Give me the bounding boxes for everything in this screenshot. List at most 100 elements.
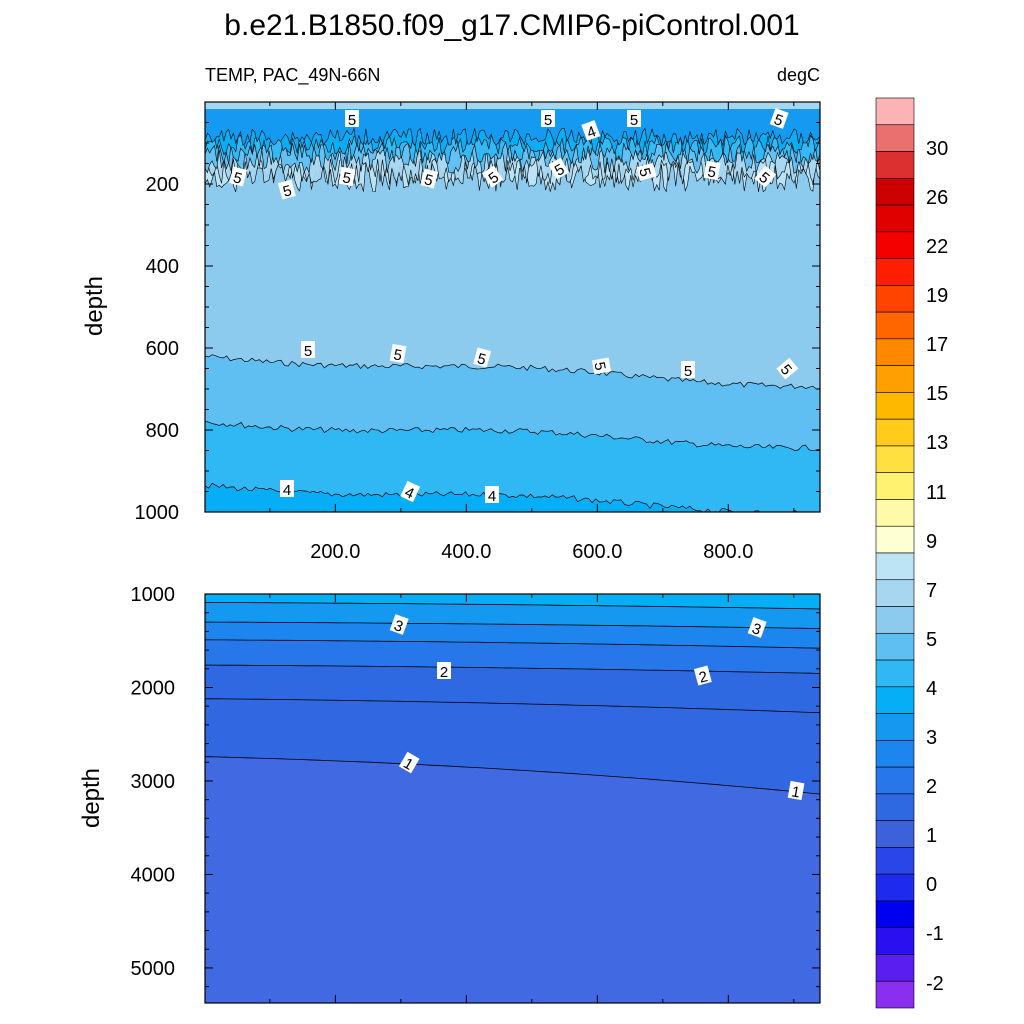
contour-label-text: 5: [304, 343, 312, 360]
contour-label-bg: [627, 110, 641, 127]
colorbar-label: 30: [926, 138, 948, 160]
contour-label: 4: [485, 486, 499, 505]
bottom-panel-plot-area: 3 3 2 2 1 1 1000 2000 3000 4000 5000: [131, 584, 821, 1004]
contour-label-text: 5: [544, 112, 552, 129]
contour-label-text: 5: [590, 361, 608, 372]
contour-label: 5: [420, 168, 439, 190]
contour-label-text: 5: [392, 346, 403, 364]
y-tick-label: 400: [146, 256, 179, 278]
y-tick-label: 1000: [135, 502, 180, 524]
colorbar-cell: [875, 124, 915, 152]
top-contour-fill: [205, 102, 820, 512]
top-panel-ylabel: depth: [81, 276, 108, 336]
contour-label: 5: [345, 110, 359, 129]
colorbar-cell: [875, 258, 915, 286]
contour-label: 4: [400, 480, 421, 503]
colorbar-label: 1: [926, 825, 937, 847]
contour-label-bg: [681, 361, 695, 378]
contour-label: 5: [769, 108, 789, 130]
contour-label-bg: [747, 617, 767, 638]
contour-label: 1: [787, 780, 805, 802]
x-tick-label: 400.0: [441, 541, 491, 563]
contour-label-bg: [482, 165, 504, 188]
contour-label: 5: [548, 157, 570, 180]
contour-label: 5: [277, 179, 296, 201]
colorbar-cell: [875, 552, 915, 581]
contour-label: 5: [389, 343, 407, 365]
colorbar-label: 15: [926, 383, 948, 405]
panel-left-label: TEMP, PAC_49N-66N: [205, 65, 380, 86]
contour-label-bg: [548, 157, 570, 180]
panel-units-label: degC: [777, 65, 820, 85]
colorbar-label: 19: [926, 285, 948, 307]
contour-label: 5: [776, 357, 799, 380]
contour-label-bg: [636, 162, 657, 181]
colorbar-cell: [875, 365, 915, 393]
colorbar-cell: [875, 766, 915, 795]
contour-label-bg: [389, 343, 407, 364]
colorbar-label: 3: [926, 727, 937, 749]
y-tick-label: 200: [146, 174, 179, 196]
contour-label-bg: [787, 780, 805, 801]
colorbar-cell: [875, 97, 915, 126]
band-fill: [205, 482, 820, 512]
contour-label-text: 4: [488, 488, 496, 505]
colorbar-cell: [875, 793, 915, 821]
contour-label: 5: [229, 166, 248, 188]
contour-label: 4: [581, 120, 601, 142]
contour-label-bg: [581, 120, 601, 141]
figure-title: b.e21.B1850.f09_g17.CMIP6-piControl.001: [224, 9, 799, 42]
colorbar-label: 13: [926, 432, 948, 454]
contour-label: 5: [482, 165, 504, 188]
colorbar-cell: [875, 686, 915, 714]
contour-label: 2: [437, 662, 451, 681]
contour-label-bg: [301, 341, 315, 358]
contour-label: 3: [389, 614, 409, 636]
colorbar-label: 9: [926, 531, 937, 553]
contour-label-bg: [229, 166, 248, 187]
colorbar-cell: [875, 285, 915, 313]
colorbar-label: 17: [926, 334, 948, 356]
colorbar-cell: [875, 204, 915, 233]
contour-label: 1: [398, 751, 420, 774]
colorbar-cell: [875, 847, 915, 875]
contour-label: 5: [681, 361, 695, 380]
surface-band: [205, 102, 820, 109]
colorbar-cell: [875, 659, 915, 688]
contour-label-bg: [754, 165, 777, 188]
contour-label: 3: [747, 617, 767, 639]
contour-label-bg: [345, 110, 359, 127]
contour-label-bg: [591, 357, 612, 375]
colorbar-cell: [875, 873, 915, 902]
colorbar-cell: [875, 472, 915, 500]
colorbar-label: 2: [926, 776, 937, 798]
colorbar-cell: [875, 632, 915, 661]
contour-label-text: 1: [790, 783, 801, 801]
y-tick-label: 4000: [131, 864, 176, 886]
x-tick-label: 600.0: [572, 541, 622, 563]
colorbar-cell: [875, 525, 915, 554]
bottom-panel-ylabel: depth: [78, 768, 105, 828]
contour-label: 5: [473, 347, 492, 369]
y-tick-label: 1000: [131, 584, 176, 606]
colorbar: 30 26 22 19 17 15 13 11 9 7 5 4 3 2 1 0 -1 -2: [875, 97, 948, 1009]
contour-label-bg: [277, 179, 296, 200]
colorbar-cell: [875, 499, 915, 527]
contour-label: 4: [280, 480, 294, 499]
contour-label: 5: [635, 162, 657, 181]
contour-label: 5: [338, 166, 356, 188]
colorbar-cell: [875, 418, 915, 447]
y-tick-label: 5000: [131, 958, 176, 980]
y-tick-label: 800: [146, 420, 179, 442]
x-tick-label: 200.0: [310, 541, 360, 563]
colorbar-cell: [875, 606, 915, 634]
contour-label-text: 5: [630, 112, 638, 129]
colorbar-cell: [875, 177, 915, 206]
colorbar-cell: [875, 900, 915, 929]
contour-label: 5: [590, 357, 612, 375]
colorbar-label: 11: [926, 482, 947, 504]
contour-label: 2: [693, 665, 712, 687]
colorbar-label: 22: [926, 236, 948, 258]
contour-label-text: 2: [440, 664, 448, 681]
